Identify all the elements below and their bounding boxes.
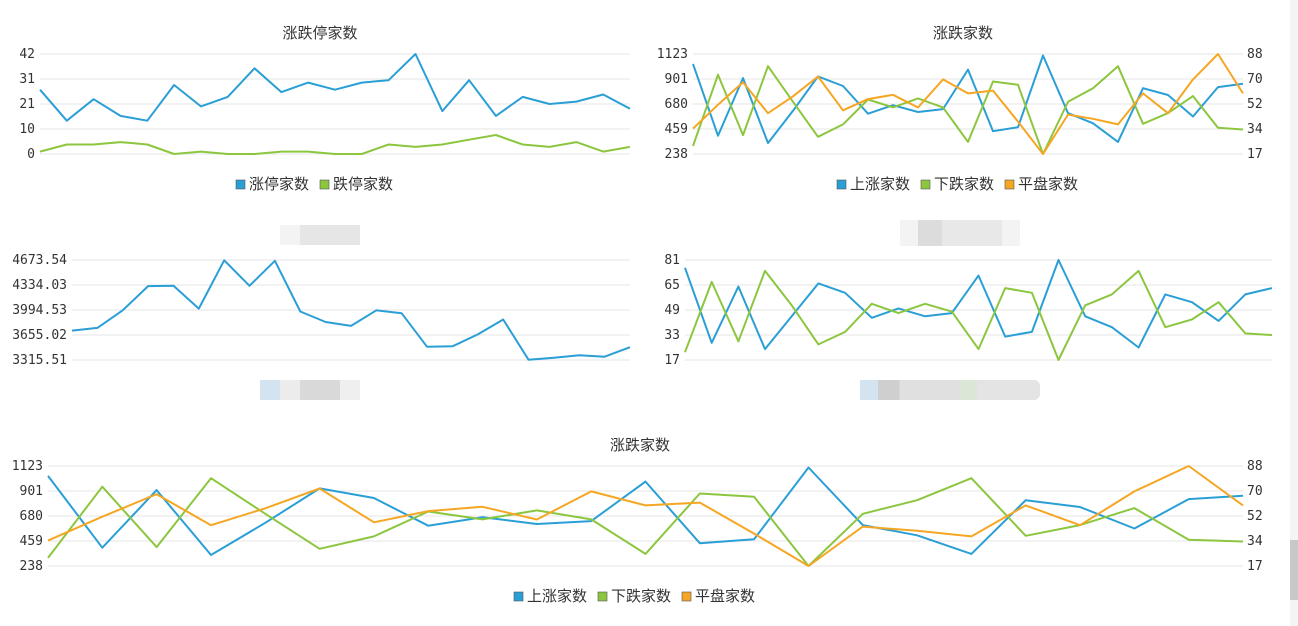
blurred-legend-c4	[860, 380, 1040, 400]
chart-c3: 4673.54 4334.03 3994.53 3655.02 3315.51	[12, 253, 631, 368]
y-tick-label: 238	[20, 559, 43, 574]
series-line-s1	[684, 269, 1273, 361]
y-tick-label: 42	[19, 47, 35, 62]
y-tick-label: 3655.02	[12, 328, 67, 343]
y-tick-label: 21	[19, 97, 35, 112]
legend-item-label: 平盘家数	[1018, 175, 1078, 193]
y-tick-label: 17	[664, 353, 680, 368]
y-tick-label: 680	[665, 97, 688, 112]
chart-c4: 81 65 49 33 17	[664, 253, 1273, 368]
y2-tick-label: 52	[1247, 509, 1263, 524]
y2-tick-label: 88	[1247, 459, 1263, 474]
scrollbar-thumb[interactable]	[1290, 540, 1298, 600]
y-tick-label: 1123	[657, 47, 688, 62]
blurred-legend-c3	[260, 380, 360, 400]
legend-swatch	[920, 179, 931, 190]
y-tick-label: 10	[19, 122, 35, 137]
y2-tick-label: 52	[1247, 97, 1263, 112]
legend-item-label: 上涨家数	[850, 175, 910, 193]
series-line-跌停家数	[39, 134, 631, 155]
legend-item-label: 涨停家数	[249, 175, 309, 193]
legend-swatch	[1004, 179, 1015, 190]
chart-c5: 涨跌家数 1123 901 680 459 238 88 70 52 34 17 上涨家数 下跌家数 平盘…	[12, 436, 1263, 605]
series-line-上涨家数	[47, 466, 1244, 556]
y-tick-label: 33	[664, 328, 680, 343]
legend-item-label: 上涨家数	[527, 587, 587, 605]
y-tick-label: 901	[665, 72, 688, 87]
y-tick-label: 4334.03	[12, 278, 67, 293]
y2-tick-label: 34	[1247, 122, 1263, 137]
legend-item-label: 下跌家数	[934, 175, 994, 193]
legend-swatch	[836, 179, 847, 190]
y-tick-label: 0	[27, 147, 35, 162]
legend-swatch	[235, 179, 246, 190]
series-line-s0	[71, 259, 631, 361]
y2-tick-label: 34	[1247, 534, 1263, 549]
series-line-上涨家数	[692, 54, 1244, 144]
chart-title: 涨跌家数	[610, 436, 670, 454]
series-line-下跌家数	[47, 477, 1244, 567]
legend-swatch	[597, 591, 608, 602]
legend-swatch	[513, 591, 524, 602]
y-tick-label: 3315.51	[12, 353, 67, 368]
series-line-涨停家数	[39, 53, 631, 122]
legend-item-label: 跌停家数	[333, 175, 393, 193]
y-tick-label: 4673.54	[12, 253, 67, 268]
y-tick-label: 49	[664, 303, 680, 318]
blurred-title-c3	[280, 225, 360, 245]
series-line-平盘家数	[47, 465, 1244, 567]
y-tick-label: 65	[664, 278, 680, 293]
y-tick-label: 459	[20, 534, 43, 549]
legend-item-label: 下跌家数	[611, 587, 671, 605]
y-tick-label: 3994.53	[12, 303, 67, 318]
y-tick-label: 680	[20, 509, 43, 524]
legend-item-label: 平盘家数	[695, 587, 755, 605]
y-tick-label: 238	[665, 147, 688, 162]
series-line-平盘家数	[692, 53, 1244, 155]
y2-tick-label: 17	[1247, 147, 1263, 162]
chart-title: 涨跌停家数	[282, 24, 357, 42]
y2-tick-label: 88	[1247, 47, 1263, 62]
page-scrollbar[interactable]	[1290, 0, 1298, 626]
chart-c1: 涨跌停家数 42 31 21 10 0 涨停家数 跌停家数	[19, 24, 631, 193]
series-line-s0	[684, 259, 1273, 351]
y-tick-label: 1123	[12, 459, 43, 474]
y2-tick-label: 70	[1247, 484, 1263, 499]
y-tick-label: 901	[20, 484, 43, 499]
y-tick-label: 31	[19, 72, 35, 87]
chart-c2: 涨跌家数 1123 901 680 459 238 88 70 52 34 17 上涨家数 下跌家数 平盘…	[657, 24, 1263, 193]
y2-tick-label: 17	[1247, 559, 1263, 574]
legend-swatch	[681, 591, 692, 602]
series-line-下跌家数	[692, 65, 1244, 155]
legend-swatch	[319, 179, 330, 190]
y-tick-label: 459	[665, 122, 688, 137]
y-tick-label: 81	[664, 253, 680, 268]
y2-tick-label: 70	[1247, 72, 1263, 87]
blurred-title-c4	[900, 220, 1020, 246]
chart-title: 涨跌家数	[933, 24, 993, 42]
